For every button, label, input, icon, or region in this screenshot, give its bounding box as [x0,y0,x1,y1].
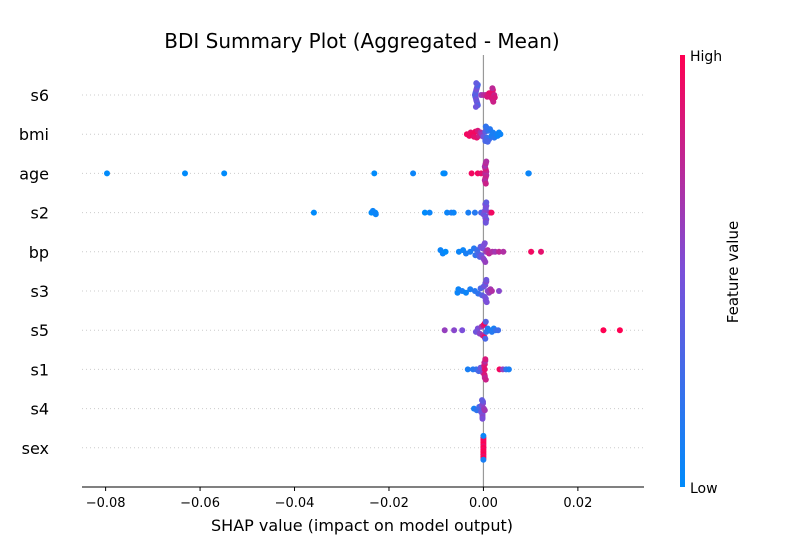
x-tick-label: 0.00 [469,496,498,511]
point-s2-9 [450,209,457,216]
point-s3-3 [463,289,469,296]
point-s2-5 [421,209,428,216]
feature-label-age: age [19,164,49,183]
point-s5-20 [600,327,607,334]
colorbar-high-label: High [690,49,722,65]
point-s1-0 [464,366,471,373]
point-s5-19 [495,327,502,334]
point-bp-27 [528,248,535,255]
point-s6-31 [491,94,498,101]
point-s6-13 [472,103,479,110]
point-s5-12 [482,318,489,325]
point-age-6 [440,170,447,177]
point-s6-26 [489,85,496,92]
colorbar-low-label: Low [690,481,718,497]
point-s3-17 [483,276,490,283]
point-bp-19 [482,259,489,265]
point-s2-10 [465,209,472,216]
point-sex-14 [480,432,487,439]
point-age-7 [468,170,475,177]
point-age-25 [525,170,532,177]
point-bmi-26 [484,138,491,145]
point-s2-11 [471,209,478,216]
point-s2-24 [483,199,490,206]
point-bp-28 [538,248,544,255]
point-s2-26 [488,209,495,216]
x-axis-ticks: −0.08 −0.06 −0.04 −0.02 0.00 0.02 [86,487,592,511]
point-s4-10 [479,397,485,404]
point-bp-25 [496,248,502,255]
feature-label-s1: s1 [30,360,49,379]
point-s2-23 [482,219,489,226]
point-s5-2 [459,327,466,334]
point-bp-18 [481,240,488,247]
point-bmi-27 [482,123,489,130]
x-tick-label: −0.08 [86,496,126,511]
feature-rows: s6 bmi age s2 bp s3 s5 s1 s4 sex [19,86,644,458]
chart-title: BDI Summary Plot (Aggregated - Mean) [164,29,559,53]
feature-label-s4: s4 [30,400,49,419]
point-age-0 [104,170,110,177]
point-s3-22 [496,288,502,294]
point-s3-16 [483,299,490,306]
point-s1-19 [505,366,512,373]
point-s2-0 [310,209,317,216]
point-s2-7 [444,209,451,216]
point-s2-6 [426,209,433,216]
shap-points [104,80,623,463]
point-s1-13 [482,376,489,383]
point-s5-0 [441,327,448,334]
point-age-4 [410,170,417,177]
feature-label-bmi: bmi [19,125,49,144]
point-s1-15 [481,366,488,373]
colorbar [680,55,685,487]
point-bmi-23 [497,131,504,138]
point-s5-21 [616,327,623,334]
feature-label-s2: s2 [30,204,49,223]
point-sex-13 [480,456,487,463]
feature-label-s5: s5 [30,321,49,340]
feature-label-bp: bp [29,243,49,262]
x-tick-label: −0.06 [180,496,220,511]
point-s5-1 [451,327,458,334]
point-s4-13 [481,407,488,414]
x-tick-label: −0.02 [369,496,409,511]
feature-label-s6: s6 [30,86,49,105]
point-age-23 [483,158,490,165]
point-s1-14 [482,356,489,363]
point-s5-11 [482,335,489,342]
point-bp-2 [442,248,449,255]
point-age-22 [482,180,489,187]
point-s4-11 [479,415,486,422]
point-s6-14 [473,80,480,87]
colorbar-title: Feature value [724,221,742,323]
point-s2-4 [372,211,379,218]
feature-label-sex: sex [22,439,49,458]
x-axis-label: SHAP value (impact on model output) [211,516,513,535]
point-s6-29 [484,93,491,100]
point-age-1 [182,170,188,177]
point-s3-4 [467,286,474,293]
feature-label-s3: s3 [30,282,49,301]
point-age-3 [371,170,378,177]
x-tick-label: 0.02 [563,496,592,511]
x-tick-label: −0.04 [275,496,315,511]
point-age-2 [221,170,228,177]
point-bp-26 [500,248,507,255]
point-s3-21 [488,288,495,294]
